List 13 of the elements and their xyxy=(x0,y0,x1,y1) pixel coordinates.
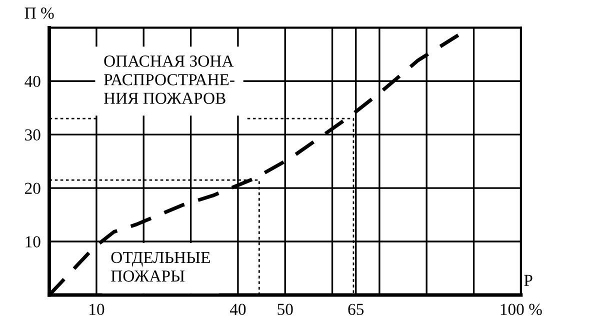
x-tick-label: 40 xyxy=(230,304,246,316)
x-tick-label: 100 % xyxy=(500,304,542,316)
y-tick-label: 10 xyxy=(26,236,40,248)
x-tick-label: 50 xyxy=(278,304,293,316)
y-axis-title: П % xyxy=(24,8,54,19)
y-tick-label: 20 xyxy=(25,182,40,194)
x-axis-title: P xyxy=(524,274,532,286)
annotation: ОПАСНАЯ ЗОНА РАСПРОСТРАНЕ- НИЯ ПОЖАРОВ xyxy=(104,56,234,104)
y-tick-label: 30 xyxy=(25,129,40,141)
annotation: ОТДЕЛЬНЫЕ ПОЖАРЫ xyxy=(111,252,210,282)
x-tick-label: 65 xyxy=(348,304,364,316)
y-tick-label: 40 xyxy=(24,76,40,88)
x-tick-label: 10 xyxy=(90,304,104,316)
